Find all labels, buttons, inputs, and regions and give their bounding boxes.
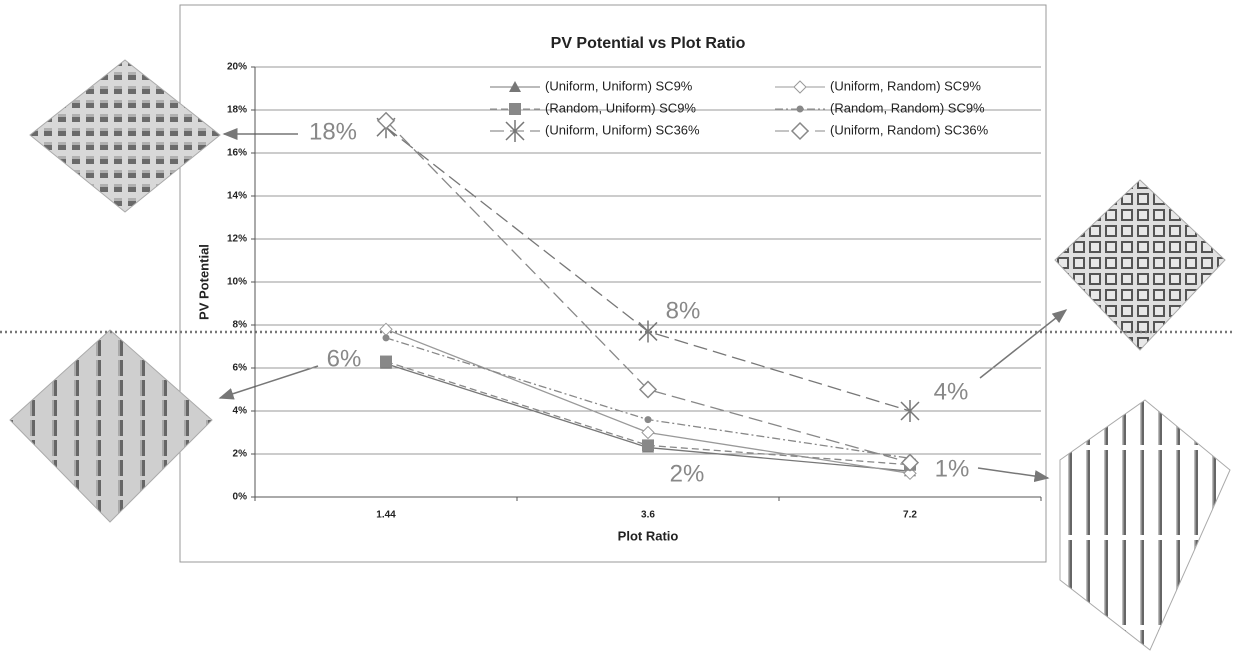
x-axis-label: Plot Ratio [618, 528, 679, 543]
series-line [385, 120, 911, 464]
legend-label: (Uniform, Uniform) SC9% [545, 78, 693, 93]
x-tick-label: 1.44 [376, 510, 396, 521]
x-tick-label: 7.2 [903, 510, 917, 521]
marker [793, 80, 807, 94]
marker [641, 425, 655, 440]
y-tick-label: 16% [227, 148, 247, 159]
y-tick-label: 20% [227, 62, 247, 73]
marker [642, 439, 654, 452]
y-tick-label: 18% [227, 105, 247, 116]
marker [796, 105, 804, 113]
chart-frame [179, 4, 1047, 563]
marker [900, 400, 920, 422]
y-tick-label: 4% [233, 406, 248, 417]
annotation: 8% [666, 297, 701, 324]
legend-label: (Uniform, Random) SC36% [830, 122, 989, 137]
y-tick-label: 12% [227, 234, 247, 245]
marker [380, 355, 392, 368]
image-grid-tall [1054, 179, 1226, 351]
image-tall-pillars [1059, 399, 1231, 651]
marker [638, 320, 658, 343]
arrow [979, 309, 1068, 379]
y-tick-label: 6% [233, 363, 248, 374]
y-tick-label: 8% [233, 320, 248, 331]
legend-label: (Uniform, Random) SC9% [830, 78, 981, 93]
marker [382, 334, 390, 342]
marker [505, 120, 525, 142]
x-tick-label: 3.6 [641, 510, 655, 521]
y-tick-label: 2% [233, 449, 248, 460]
marker [790, 121, 810, 141]
marker [509, 81, 521, 92]
y-axis-label: PV Potential [196, 244, 211, 320]
y-tick-label: 0% [233, 492, 248, 503]
legend-label: (Uniform, Uniform) SC36% [545, 122, 700, 137]
marker [900, 453, 920, 472]
marker [376, 111, 396, 130]
chart-title: PV Potential vs Plot Ratio [551, 35, 746, 52]
y-tick-label: 14% [227, 191, 247, 202]
image-pillars [9, 329, 213, 523]
annotation: 18% [309, 118, 357, 145]
annotation: 1% [935, 455, 970, 482]
y-tick-label: 10% [227, 277, 247, 288]
arrow [977, 467, 1050, 483]
marker [509, 103, 521, 115]
marker [638, 380, 658, 399]
marker [644, 416, 652, 424]
legend-label: (Random, Random) SC9% [830, 100, 985, 115]
image-grid [29, 59, 221, 213]
annotation: 6% [327, 345, 362, 372]
annotation: 2% [670, 460, 705, 487]
arrow [218, 365, 319, 400]
legend-label: (Random, Uniform) SC9% [545, 100, 696, 115]
annotation: 4% [934, 378, 969, 405]
